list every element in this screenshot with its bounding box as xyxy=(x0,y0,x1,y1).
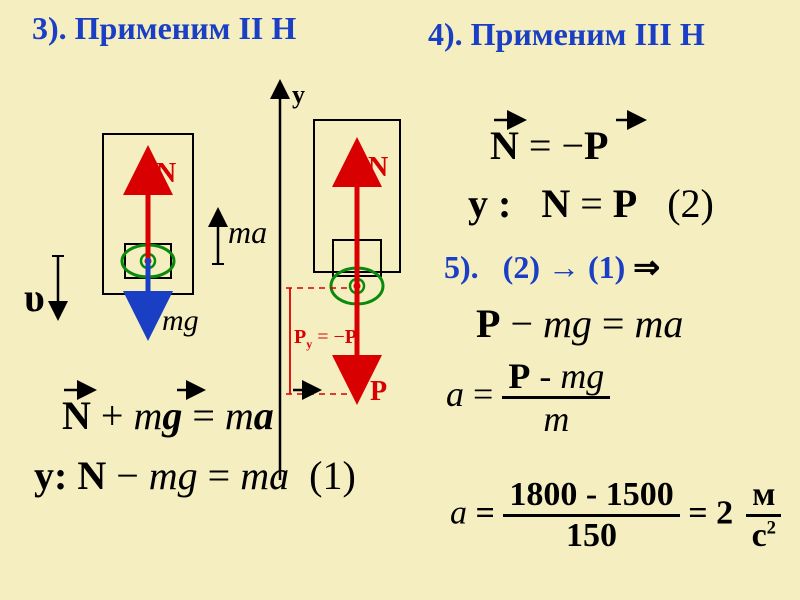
eq-vector-sum: N + mg = ma xyxy=(62,392,274,439)
eq-a-frac: a = P - mg m xyxy=(446,358,610,437)
left-upsilon-label: υ xyxy=(24,274,45,321)
y-axis-label: y xyxy=(292,80,305,110)
step5-line: 5). (2) → (1) ⇒ xyxy=(444,248,660,286)
right-P-label: P xyxy=(370,376,387,408)
eq-y-N-eq-P: y : N = P (2) xyxy=(468,180,714,227)
heading-step4: 4). Применим III Н xyxy=(428,16,705,53)
right-Py-label: Py = −P xyxy=(294,326,357,349)
eq-N-eq-minus-P: N = −P xyxy=(490,122,608,169)
heading-step3: 3). Применим II Н xyxy=(32,10,296,47)
right-N-label: N xyxy=(368,152,388,184)
eq-y-projection-1: y: N − mg = ma (1) xyxy=(34,452,356,499)
left-N-label: N xyxy=(156,158,176,190)
eq-P-mg-ma: P − mg = ma xyxy=(476,300,683,347)
left-mg-label: mg xyxy=(162,304,199,338)
eq-numeric: a = 1800 - 1500 150 = 2 м с2 xyxy=(450,478,782,553)
left-ma-label: ma xyxy=(228,214,267,251)
